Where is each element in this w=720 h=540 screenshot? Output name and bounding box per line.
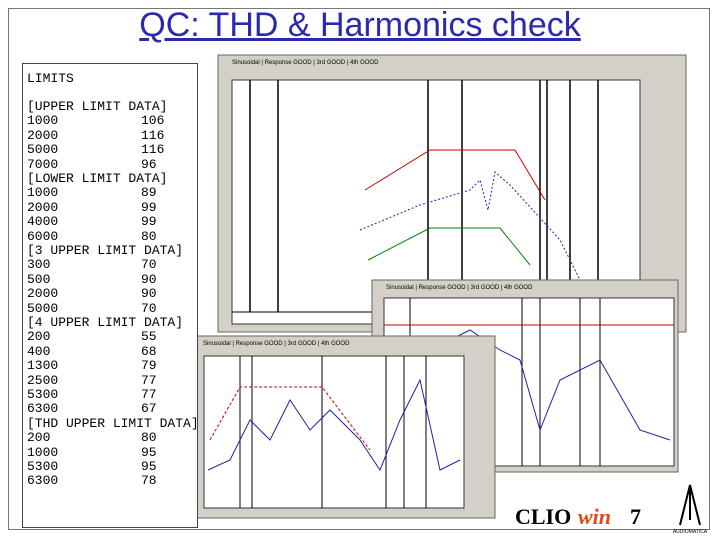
limit-value: 96 — [141, 156, 157, 172]
section-heading: [UPPER LIMIT DATA] — [27, 99, 168, 114]
window-tabs: Sinusoidal | Response GOOD | 3rd GOOD | … — [386, 285, 533, 291]
limit-value: 90 — [141, 286, 157, 302]
limits-panel: LIMITS [UPPER LIMIT DATA] 1000 106 2000 116 50… — [22, 63, 199, 528]
limit-value: 99 — [141, 199, 157, 215]
limit-value: 80 — [141, 430, 157, 446]
frequency: 1000 — [27, 444, 59, 460]
frequency: 1000 — [27, 113, 59, 129]
frequency: 300 — [27, 257, 51, 273]
limit-value: 55 — [141, 329, 157, 345]
limit-value: 79 — [141, 358, 157, 374]
frequency: 1000 — [27, 185, 59, 201]
logo-brand: AUDIOMATICA — [673, 529, 708, 535]
frequency: 4000 — [27, 214, 59, 230]
limit-value: 99 — [141, 214, 157, 230]
section-heading: [THD UPPER LIMIT DATA] — [27, 415, 199, 431]
section-heading: [LOWER LIMIT DATA] — [27, 171, 168, 186]
limit-value: 67 — [141, 401, 157, 417]
frequency: 6000 — [27, 228, 59, 244]
limit-value: 80 — [141, 228, 157, 244]
frequency: 200 — [27, 430, 51, 446]
frequency: 2000 — [27, 286, 59, 302]
frequency: 2500 — [27, 372, 59, 388]
section-heading: [4 UPPER LIMIT DATA] — [27, 315, 184, 330]
frequency: 1300 — [27, 358, 59, 374]
limit-value: 116 — [141, 127, 165, 143]
limit-value: 106 — [141, 113, 165, 129]
frequency: 7000 — [27, 156, 59, 172]
limit-value: 95 — [141, 444, 157, 460]
logo-version: 7 — [630, 504, 641, 529]
slide-title: QC: THD & Harmonics check — [139, 6, 581, 44]
logo-win: win — [578, 504, 611, 529]
frequency: 6300 — [27, 473, 59, 489]
window-tabs: Sinusoidal | Response GOOD | 3rd GOOD | … — [203, 341, 350, 347]
window-small — [186, 335, 496, 519]
frequency: 500 — [27, 271, 51, 287]
limits-title: LIMITS — [27, 71, 74, 86]
frequency: 400 — [27, 343, 51, 359]
limit-value: 77 — [141, 372, 157, 388]
slide-frame — [8, 8, 710, 530]
limit-value: 77 — [141, 387, 157, 402]
window-tabs: Sinusoidal | Response GOOD | 3rd GOOD | … — [232, 60, 379, 66]
limit-value: 116 — [141, 142, 165, 158]
limit-value: 89 — [141, 185, 157, 201]
logo-clio: CLIO — [515, 504, 571, 529]
limit-value: 78 — [141, 473, 157, 489]
limit-value: 70 — [141, 300, 157, 316]
logo — [679, 484, 701, 526]
frequency: 5000 — [27, 142, 59, 158]
section-heading: [3 UPPER LIMIT DATA] — [27, 243, 184, 258]
frequency: 5000 — [27, 300, 59, 316]
limit-value: 70 — [141, 257, 157, 273]
frequency: 2000 — [27, 127, 59, 143]
frequency: 6300 — [27, 401, 59, 417]
frequency: 2000 — [27, 199, 59, 215]
limit-value: 90 — [141, 271, 157, 287]
frequency: 200 — [27, 329, 51, 345]
frequency: 5300 — [27, 459, 59, 474]
frequency: 5300 — [27, 387, 59, 402]
limit-value: 68 — [141, 343, 157, 359]
limit-value: 95 — [141, 459, 157, 474]
